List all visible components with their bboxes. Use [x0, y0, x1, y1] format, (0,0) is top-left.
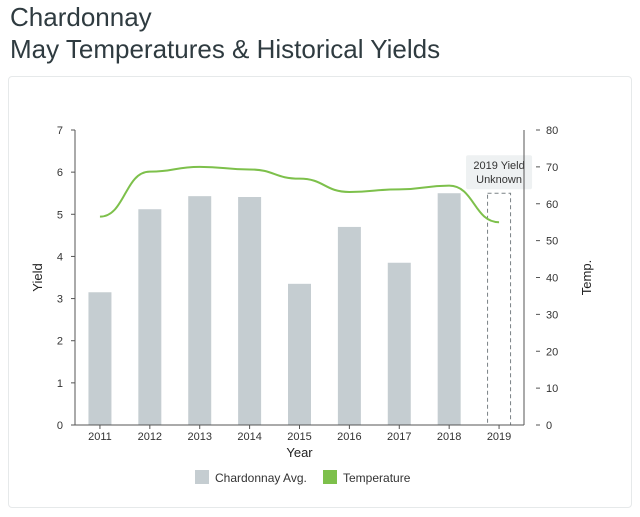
yield-temperature-chart: 2019 YieldUnknown01234567010203040506070…	[30, 125, 594, 485]
y2-tick-label: 20	[546, 346, 558, 358]
annotation-line-2: Unknown	[476, 174, 522, 186]
x-tick-label: 2014	[237, 431, 261, 443]
x-axis-title: Year	[286, 445, 313, 460]
bar-2017	[387, 262, 411, 425]
y2-tick-label: 80	[546, 125, 558, 137]
legend-swatch-bar	[195, 470, 209, 484]
bar-2015	[288, 283, 311, 425]
page-title: May Temperatures & Historical Yields	[10, 34, 441, 64]
y-tick-label: 4	[57, 251, 63, 263]
y2-tick-label: 30	[546, 309, 558, 321]
bar-2014	[238, 197, 262, 425]
x-tick-label: 2011	[88, 431, 112, 443]
bar-2016	[337, 226, 361, 425]
bar-2013	[188, 196, 212, 425]
legend-label-line: Temperature	[343, 471, 411, 485]
y-tick-label: 6	[57, 167, 63, 179]
x-tick-label: 2019	[487, 431, 511, 443]
chart-card: 2019 Yield Unknown 0 1 2 3 4 5 6 7 0 10 20 30 40 50 60 70…	[8, 76, 632, 508]
x-tick-label: 2016	[337, 431, 361, 443]
x-tick-label: 2018	[437, 431, 461, 443]
y2-tick-label: 40	[546, 273, 558, 285]
x-tick-label: 2013	[187, 431, 211, 443]
bar-2011	[88, 292, 112, 425]
y-tick-label: 2	[57, 336, 63, 348]
y2-tick-label: 60	[546, 199, 558, 211]
y2-tick-label: 50	[546, 236, 558, 248]
annotation-line-1: 2019 Yield	[473, 160, 524, 172]
y2-tick-label: 70	[546, 162, 558, 174]
y-tick-label: 0	[57, 420, 63, 432]
temperature-line	[99, 165, 500, 224]
y-axis-title: Yield	[30, 263, 45, 291]
x-tick-label: 2017	[387, 431, 411, 443]
x-tick-label: 2012	[138, 431, 162, 443]
bar-2012	[138, 209, 162, 425]
varietal-title: Chardonnay	[10, 2, 152, 32]
y-tick-label: 3	[57, 294, 63, 306]
y-tick-label: 1	[57, 378, 63, 390]
unknown-yield-placeholder	[487, 192, 512, 426]
y-tick-label: 5	[57, 209, 63, 221]
annotation-box	[466, 155, 533, 190]
y2-axis-title: Temp.	[579, 260, 594, 295]
y-tick-label: 7	[57, 125, 63, 137]
x-tick-label: 2015	[287, 431, 311, 443]
legend-label-bar: Chardonnay Avg.	[215, 471, 307, 485]
bar-2018	[437, 193, 461, 425]
y2-tick-label: 10	[546, 383, 558, 395]
legend-swatch-line	[323, 470, 337, 484]
y2-tick-label: 0	[546, 420, 552, 432]
